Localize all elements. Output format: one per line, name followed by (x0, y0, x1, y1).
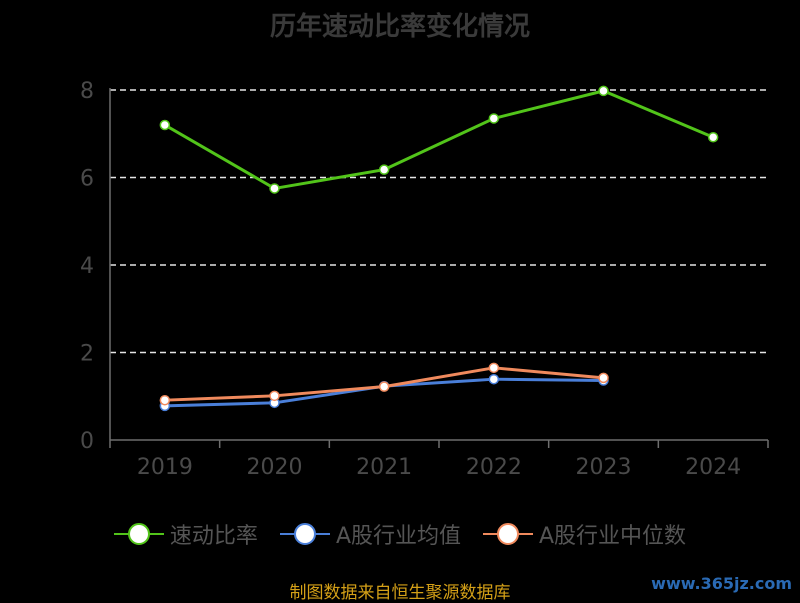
data-point (378, 381, 390, 392)
data-point (488, 362, 500, 374)
y-tick-label: 8 (80, 79, 94, 104)
watermark: www.365jz.com (651, 574, 792, 593)
legend-item-quick-ratio[interactable]: 速动比率 (113, 518, 258, 550)
data-point (598, 372, 609, 384)
legend-swatch-industry-mean (279, 522, 330, 546)
data-point (269, 183, 280, 194)
legend-item-industry-mean[interactable]: A股行业均值 (279, 518, 461, 550)
legend-label-quick-ratio: 速动比率 (169, 524, 258, 549)
data-point (488, 113, 500, 124)
data-point (598, 85, 609, 97)
data-point (707, 132, 719, 143)
x-tick-label: 2020 (247, 455, 303, 480)
chart-title: 历年速动比率变化情况 (269, 12, 530, 42)
x-tick-label: 2019 (137, 455, 193, 480)
x-tick-label: 2021 (356, 455, 412, 480)
x-tick-label: 2022 (466, 455, 522, 480)
x-tick-label: 2023 (576, 455, 632, 480)
legend-swatch-quick-ratio (113, 522, 164, 546)
legend-label-industry-mean: A股行业均值 (335, 524, 461, 549)
data-point (159, 394, 171, 406)
data-point (159, 119, 171, 131)
x-tick-label: 2024 (685, 455, 741, 480)
series-line-0 (164, 89, 714, 190)
legend-label-industry-median: A股行业中位数 (539, 524, 687, 549)
chart-legend: 速动比率 A股行业均值 A股行业中位数 (0, 518, 800, 550)
legend-swatch-industry-median (483, 522, 533, 546)
legend-item-industry-median[interactable]: A股行业中位数 (483, 518, 686, 550)
data-point (269, 390, 280, 402)
y-tick-label: 6 (80, 167, 94, 192)
data-point (378, 164, 390, 175)
y-tick-label: 2 (80, 342, 94, 367)
y-tick-label: 0 (80, 429, 94, 454)
data-source-note: 制图数据来自恒生聚源数据库 (289, 583, 511, 603)
y-tick-label: 4 (80, 254, 94, 279)
data-point (488, 373, 500, 385)
